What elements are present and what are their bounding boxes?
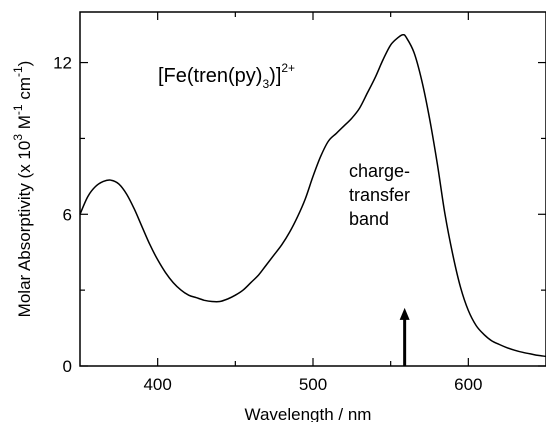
arrow-head xyxy=(399,307,410,320)
plot-frame xyxy=(79,11,546,367)
x-tick-label: 400 xyxy=(143,375,171,394)
axis-ticks xyxy=(80,12,546,367)
y-axis-title: Molar Absorptivity (x 103 M-1 cm-1) xyxy=(11,61,34,318)
spectrum-line xyxy=(79,34,546,358)
y-tick-label: 6 xyxy=(63,205,72,224)
y-tick-label: 12 xyxy=(53,54,72,73)
x-tick-label: 500 xyxy=(299,375,327,394)
annotation-line-1: charge- xyxy=(349,161,410,181)
x-tick-label: 600 xyxy=(454,375,482,394)
x-axis-title: Wavelength / nm xyxy=(245,405,372,422)
axis-tick-labels: 400 500 600 0 6 12 xyxy=(53,54,482,394)
compound-label: [Fe(tren(py)3)]2+ xyxy=(158,61,295,91)
annotation-line-2: transfer xyxy=(349,185,410,205)
y-tick-label: 0 xyxy=(63,357,72,376)
annotation-line-3: band xyxy=(349,209,389,229)
